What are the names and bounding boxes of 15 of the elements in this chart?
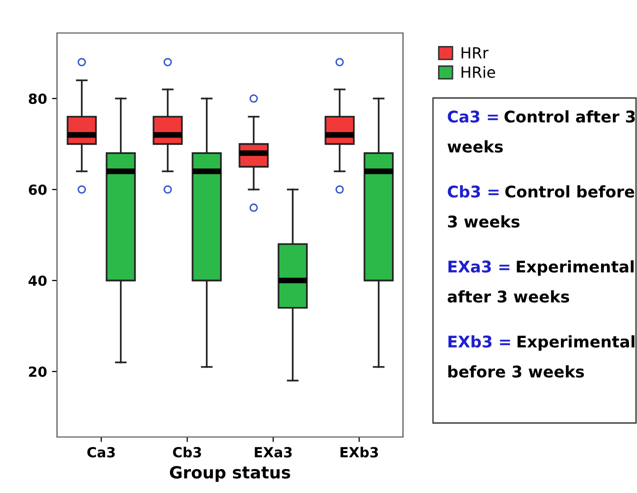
y-tick-label: 40 xyxy=(28,275,47,286)
text: EXb3 = Experimental before 3 weeks xyxy=(448,335,634,378)
legend-label: HRr xyxy=(462,47,489,58)
text: Ca3 = Control after 3 weeks xyxy=(448,110,635,153)
y-tick-label: 80 xyxy=(28,93,47,104)
text: Cb3 = Control before 3 weeks xyxy=(448,185,634,228)
legend-label: HRie xyxy=(462,66,496,78)
x-tick-label: EXb3 xyxy=(340,446,378,458)
x-axis-title: Group status xyxy=(170,466,290,482)
y-tick-label: 20 xyxy=(29,366,47,377)
x-tick-label: EXa3 xyxy=(254,446,292,458)
x-tick-label: Cb3 xyxy=(173,446,202,458)
x-tick-label: Ca3 xyxy=(87,446,115,458)
y-tick-label: 60 xyxy=(28,184,47,195)
text: EXa3 = Experimental after 3 weeks xyxy=(448,260,634,303)
